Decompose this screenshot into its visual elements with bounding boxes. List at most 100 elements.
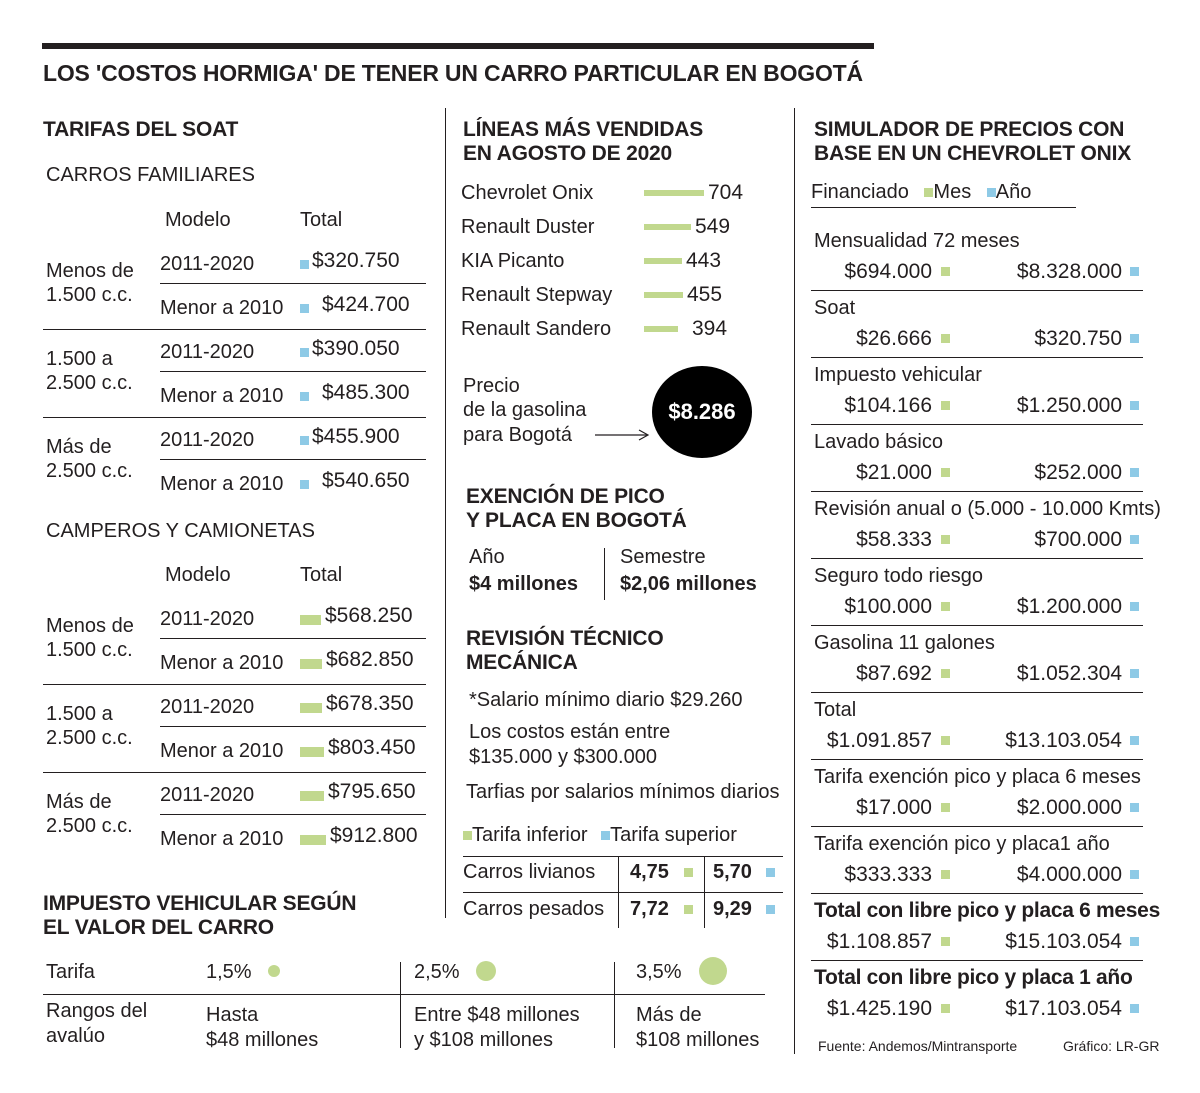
impuesto-rangos-label-2: avalúo bbox=[46, 1025, 105, 1047]
camperos-modelo: Menor a 2010 bbox=[160, 652, 284, 674]
familiares-row-rule bbox=[160, 283, 426, 284]
simulador-anio-value: $2.000.000 bbox=[1016, 796, 1122, 819]
exencion-anio-value: $4 millones bbox=[469, 573, 578, 595]
revision-inferior-value: 7,72 bbox=[630, 898, 669, 920]
simulador-anio-value: $320.750 bbox=[1034, 327, 1122, 350]
familiares-heading: CARROS FAMILIARES bbox=[46, 164, 255, 186]
impuesto-range-1: Más de bbox=[636, 1004, 702, 1026]
simulador-anio-swatch bbox=[1130, 870, 1139, 879]
gasolina-label-1: Precio bbox=[463, 375, 520, 397]
simulador-mes-swatch bbox=[941, 1004, 950, 1013]
simulador-mes-swatch bbox=[941, 468, 950, 477]
simulador-mes-swatch bbox=[941, 669, 950, 678]
ventas-category-label: Renault Duster bbox=[461, 216, 595, 238]
familiares-group-rule bbox=[43, 417, 426, 418]
simulador-anio-value: $15.103.054 bbox=[1005, 930, 1122, 953]
ventas-category-label: Chevrolet Onix bbox=[461, 182, 594, 204]
legend-superior-label: Tarifa superior bbox=[610, 824, 737, 846]
revision-legend: Tarifa inferior Tarifa superior bbox=[463, 823, 737, 847]
familiares-group-label-1: Menos de bbox=[46, 260, 134, 282]
simulador-anio-value: $1.052.304 bbox=[1016, 662, 1122, 685]
camperos-col-total: Total bbox=[300, 564, 343, 586]
simulador-item-label: Total con libre pico y placa 1 año bbox=[814, 966, 1133, 989]
impuesto-rate: 1,5% bbox=[206, 961, 252, 983]
camperos-heading: CAMPEROS Y CAMIONETAS bbox=[46, 520, 315, 542]
familiares-row-rule bbox=[160, 459, 426, 460]
simulador-item-label: Soat bbox=[814, 297, 856, 319]
revision-tarifas-label: Tarfias por salarios mínimos diarios bbox=[466, 781, 780, 803]
camperos-bar bbox=[300, 835, 326, 845]
simulador-mes-swatch bbox=[941, 736, 950, 745]
ventas-bar bbox=[644, 224, 691, 230]
ventas-bar bbox=[644, 190, 704, 196]
simulador-item-label: Impuesto vehicular bbox=[814, 364, 982, 386]
simulador-mes-swatch bbox=[941, 870, 950, 879]
column-divider-right bbox=[794, 108, 795, 1054]
simulador-item-rule bbox=[811, 558, 1143, 559]
revision-costos-2: $135.000 y $300.000 bbox=[469, 746, 657, 768]
simulador-item-rule bbox=[811, 491, 1143, 492]
familiares-row-rule bbox=[160, 371, 426, 372]
camperos-group-label-2: 2.500 c.c. bbox=[46, 727, 133, 749]
ventas-category-label: Renault Sandero bbox=[461, 318, 612, 340]
familiares-col-total: Total bbox=[300, 209, 343, 231]
simulador-item-label: Lavado básico bbox=[814, 431, 943, 453]
ventas-value-label: 455 bbox=[687, 283, 723, 306]
impuesto-rate: 3,5% bbox=[636, 961, 682, 983]
simulador-anio-swatch bbox=[1130, 602, 1139, 611]
simulador-mes-swatch bbox=[941, 267, 950, 276]
legend-anio-swatch bbox=[986, 188, 996, 198]
simulador-mes-swatch bbox=[941, 602, 950, 611]
ventas-heading-line1: LÍNEAS MÁS VENDIDAS bbox=[463, 118, 704, 141]
simulador-mes-value: $17.000 bbox=[856, 796, 932, 819]
camperos-modelo: 2011-2020 bbox=[160, 608, 255, 630]
simulador-item-label: Total con libre pico y placa 6 meses bbox=[814, 899, 1160, 922]
familiares-col-modelo: Modelo bbox=[165, 209, 231, 231]
familiares-total: $390.050 bbox=[312, 337, 400, 360]
grafico-credit: Gráfico: LR-GR bbox=[1063, 1038, 1160, 1054]
simulador-mes-value: $1.108.857 bbox=[826, 930, 932, 953]
revision-heading-line2: MECÁNICA bbox=[466, 651, 578, 674]
camperos-bar bbox=[300, 747, 324, 757]
revision-superior-value: 9,29 bbox=[713, 898, 752, 920]
impuesto-divider bbox=[43, 994, 765, 995]
camperos-total: $803.450 bbox=[328, 736, 416, 759]
impuesto-rangos-label-1: Rangos del bbox=[46, 1000, 148, 1022]
camperos-row-rule bbox=[160, 638, 426, 639]
simulador-anio-swatch bbox=[1130, 803, 1139, 812]
revision-col-divider-1 bbox=[618, 856, 619, 928]
ventas-value-label: 394 bbox=[692, 317, 728, 340]
simulador-legend-rule bbox=[811, 207, 1076, 208]
legend-mes-swatch bbox=[924, 188, 934, 198]
camperos-group-label-1: 1.500 a bbox=[46, 703, 113, 725]
camperos-group-label-1: Más de bbox=[46, 791, 112, 813]
familiares-swatch bbox=[300, 260, 309, 269]
revision-table-top-rule bbox=[463, 856, 783, 857]
revision-heading-line1: REVISIÓN TÉCNICO bbox=[466, 627, 664, 650]
familiares-modelo: 2011-2020 bbox=[160, 429, 255, 451]
camperos-modelo: 2011-2020 bbox=[160, 696, 255, 718]
camperos-row-rule bbox=[160, 726, 426, 727]
simulador-item-rule bbox=[811, 290, 1143, 291]
simulador-mes-value: $26.666 bbox=[856, 327, 932, 350]
camperos-total: $795.650 bbox=[328, 780, 416, 803]
familiares-swatch bbox=[300, 392, 309, 401]
simulador-heading-line2: BASE EN UN CHEVROLET ONIX bbox=[814, 142, 1132, 165]
camperos-group-rule bbox=[43, 772, 426, 773]
revision-table-mid-rule bbox=[463, 892, 783, 893]
familiares-total: $320.750 bbox=[312, 249, 400, 272]
exencion-semestre-value: $2,06 millones bbox=[620, 573, 757, 595]
ventas-heading-line2: EN AGOSTO DE 2020 bbox=[463, 142, 673, 165]
simulador-mes-value: $694.000 bbox=[844, 260, 932, 283]
revision-costos-1: Los costos están entre bbox=[469, 721, 671, 743]
revision-superior-swatch bbox=[766, 905, 775, 914]
revision-row-label: Carros pesados bbox=[463, 898, 605, 920]
simulador-item-label: Tarifa exención pico y placa 6 meses bbox=[814, 766, 1141, 788]
familiares-group-rule bbox=[43, 329, 426, 330]
camperos-col-modelo: Modelo bbox=[165, 564, 231, 586]
simulador-item-rule bbox=[811, 625, 1143, 626]
camperos-total: $678.350 bbox=[326, 692, 414, 715]
familiares-modelo: Menor a 2010 bbox=[160, 297, 284, 319]
simulador-anio-value: $13.103.054 bbox=[1005, 729, 1122, 752]
ventas-value-label: 704 bbox=[708, 181, 744, 204]
